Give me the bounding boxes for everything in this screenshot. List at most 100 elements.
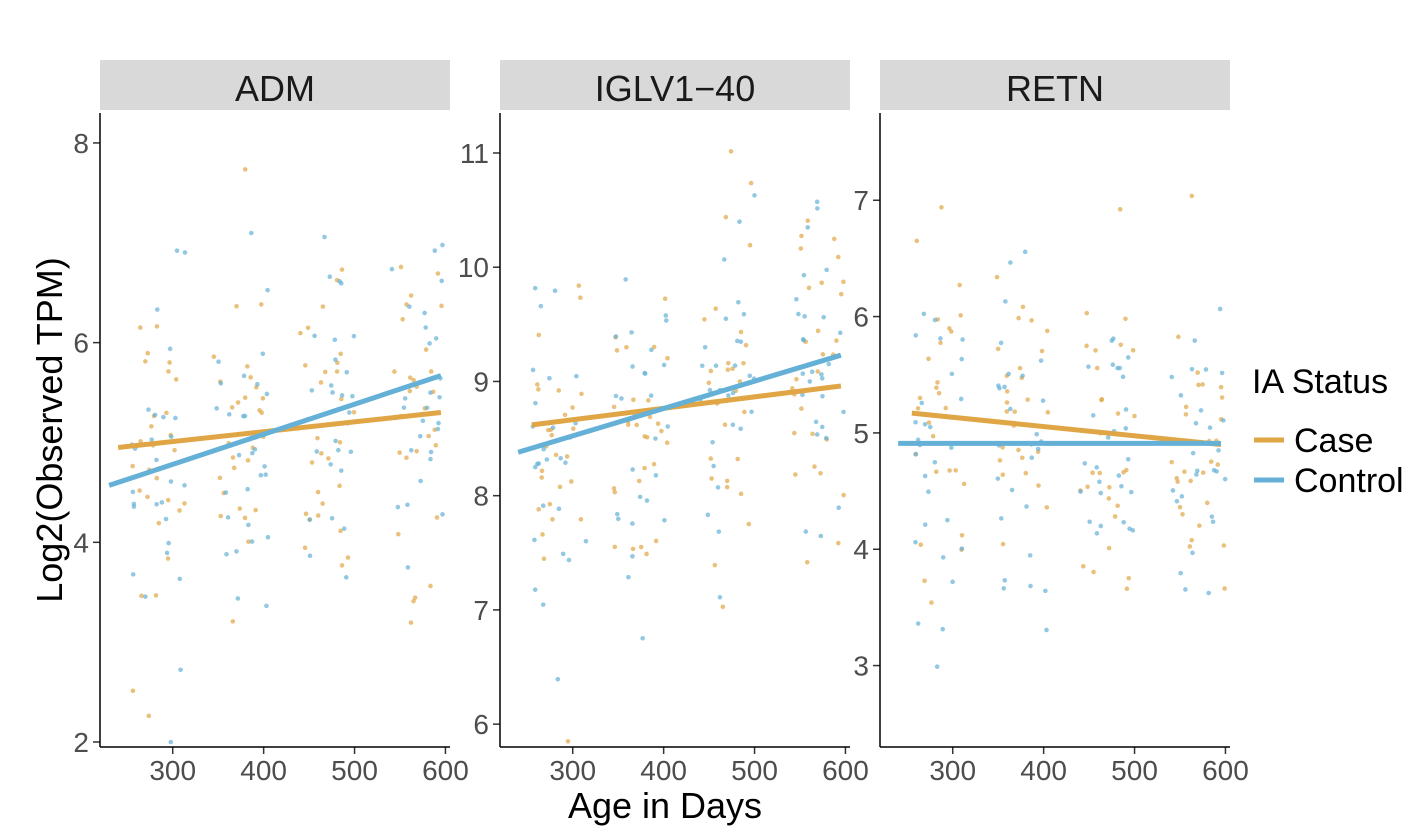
y-tick-label: 7 (853, 185, 869, 216)
data-point-control (630, 467, 635, 472)
data-point-case (812, 464, 817, 469)
data-point-case (428, 369, 434, 374)
data-point-control (1117, 365, 1123, 371)
data-point-control (550, 425, 556, 430)
data-point-control (613, 334, 619, 339)
data-point-control (422, 310, 427, 316)
data-point-case (428, 583, 433, 589)
data-point-case (260, 396, 266, 401)
data-point-case (806, 285, 812, 291)
data-point-case (439, 303, 444, 309)
data-point-case (647, 414, 653, 420)
trend-line-case (911, 410, 1222, 448)
data-point-control (161, 414, 166, 420)
data-point-control (332, 337, 338, 343)
data-point-case (407, 388, 413, 394)
data-point-control (653, 473, 659, 478)
data-point-case (743, 342, 749, 348)
data-point-control (1024, 504, 1029, 509)
data-point-control (540, 503, 546, 509)
data-point-case (741, 360, 746, 366)
data-point-control (347, 410, 352, 415)
x-tick-label: 600 (1202, 755, 1249, 786)
data-point-case (245, 364, 250, 369)
data-point-case (1004, 389, 1010, 394)
data-point-case (1004, 400, 1010, 405)
data-point-case (747, 242, 753, 248)
data-point-control (716, 529, 722, 534)
data-point-control (723, 316, 729, 321)
data-point-case (709, 476, 714, 481)
data-point-case (1091, 569, 1096, 575)
data-point-control (146, 407, 151, 412)
data-point-case (722, 422, 728, 428)
data-point-case (1130, 347, 1136, 353)
data-point-control (998, 516, 1004, 521)
data-point-case (918, 542, 924, 547)
data-point-control (424, 405, 430, 411)
data-point-case (565, 738, 571, 744)
data-point-control (1009, 487, 1015, 493)
data-point-case (708, 456, 714, 461)
data-point-case (1204, 500, 1210, 506)
data-point-control (540, 602, 546, 607)
data-point-control (307, 553, 313, 559)
data-point-control (949, 371, 955, 377)
data-point-control (558, 456, 563, 461)
data-point-control (1028, 583, 1033, 589)
data-point-control (836, 505, 842, 511)
data-point-control (1211, 467, 1217, 473)
data-point-control (702, 344, 708, 350)
y-tick-label: 8 (73, 128, 89, 159)
data-point-case (550, 517, 555, 522)
data-point-case (1019, 455, 1025, 461)
strip-background-adm (100, 60, 450, 110)
data-point-control (264, 603, 269, 609)
data-point-control (541, 446, 546, 452)
data-point-control (626, 574, 631, 580)
data-point-case (423, 347, 429, 352)
data-point-case (1000, 541, 1006, 547)
data-point-case (1084, 310, 1090, 316)
data-point-case (1189, 193, 1195, 199)
data-point-control (418, 478, 423, 484)
data-point-case (315, 489, 321, 495)
y-tick-label: 2 (73, 727, 89, 758)
data-point-control (1222, 476, 1228, 482)
data-point-case (953, 468, 959, 473)
data-point-control (255, 381, 260, 387)
data-point-control (427, 341, 432, 346)
data-point-case (326, 456, 331, 461)
data-point-case (172, 447, 177, 453)
y-tick-label: 3 (853, 651, 869, 682)
data-point-case (713, 306, 718, 311)
data-point-control (328, 462, 333, 467)
data-point-case (805, 218, 811, 224)
data-point-case (1025, 397, 1030, 402)
data-point-case (536, 332, 542, 338)
data-point-control (1194, 472, 1199, 477)
data-point-control (573, 420, 578, 426)
x-tick-label: 400 (1020, 755, 1067, 786)
data-point-control (741, 311, 747, 317)
y-tick-label: 4 (73, 527, 89, 558)
data-point-control (218, 381, 224, 386)
data-point-control (800, 371, 806, 376)
data-point-control (699, 363, 705, 369)
data-point-control (428, 390, 433, 395)
data-point-control (260, 351, 266, 357)
data-point-control (665, 424, 671, 429)
data-point-case (706, 380, 712, 386)
data-point-case (320, 304, 326, 309)
data-point-control (264, 391, 270, 397)
data-point-control (705, 512, 711, 518)
data-point-case (1080, 563, 1086, 569)
data-point-control (749, 409, 754, 415)
data-point-control (922, 473, 928, 479)
data-point-control (344, 369, 350, 375)
data-point-control (801, 338, 807, 343)
data-point-control (174, 248, 180, 253)
data-point-case (318, 380, 324, 385)
data-point-control (248, 230, 254, 236)
data-point-case (1016, 447, 1021, 453)
